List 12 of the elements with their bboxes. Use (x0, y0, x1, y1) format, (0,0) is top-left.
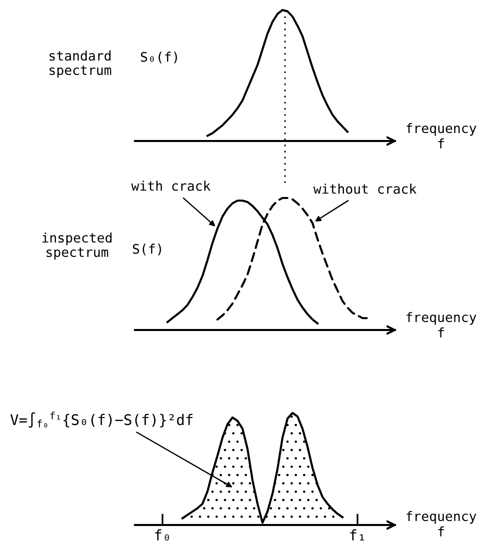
x-tick-label: f₁ (350, 529, 364, 540)
series-label: without crack (313, 184, 416, 194)
x-tick-label: f₀ (155, 529, 170, 540)
annotation: V=∫$_{f₀}$$^{f₁}${S₀(f)−S(f)}²df (10, 412, 192, 428)
x-axis-title: frequency f (406, 122, 476, 148)
series-label: with crack (131, 180, 211, 191)
x-axis-title: frequency f (406, 312, 476, 338)
y-axis-title: standard spectrum (50, 50, 112, 78)
annotation: S₀(f) (140, 52, 177, 64)
y-axis-title: inspected spectrum (42, 232, 112, 260)
annotation: S(f) (132, 244, 162, 256)
x-axis-title: frequency f (406, 510, 476, 536)
